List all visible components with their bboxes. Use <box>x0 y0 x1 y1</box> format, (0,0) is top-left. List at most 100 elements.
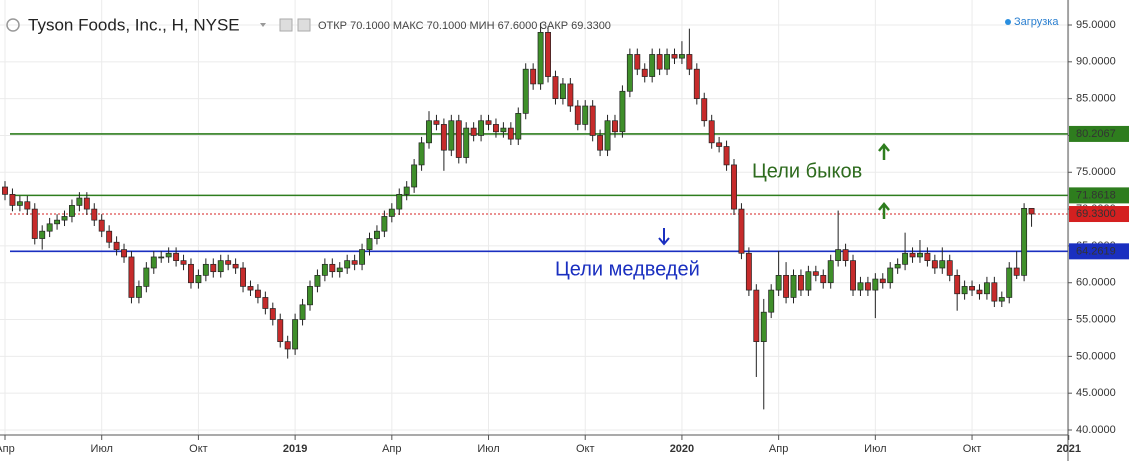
candle-body <box>426 120 432 144</box>
candle-body <box>217 260 224 273</box>
candle-body <box>440 124 447 151</box>
candle-body <box>515 113 522 140</box>
candle-body <box>31 208 38 239</box>
levels <box>10 133 1068 253</box>
candle-body <box>366 238 373 250</box>
candle-body <box>864 282 871 291</box>
candle-body <box>567 83 574 107</box>
candle-body <box>314 275 321 287</box>
y-tick-label: 40.0000 <box>1076 424 1116 436</box>
candle-body <box>54 219 61 225</box>
x-tick-label: 2021 <box>1057 443 1081 455</box>
candle-body <box>195 275 202 284</box>
candle-body <box>552 76 559 99</box>
settings-icon[interactable] <box>279 18 293 32</box>
candle-body <box>61 216 68 221</box>
candle-body <box>649 54 656 77</box>
level-tag <box>1069 187 1129 204</box>
candle-body <box>738 208 745 254</box>
dropdown[interactable] <box>260 23 266 27</box>
candle-body <box>939 260 946 269</box>
candle-body <box>507 127 514 140</box>
symbol-icon[interactable] <box>6 18 20 32</box>
level-label: 64.2619 <box>1076 245 1116 257</box>
candle-body <box>612 120 618 133</box>
candle-body <box>158 256 165 259</box>
candle-body <box>381 216 388 232</box>
candle-body <box>188 263 194 284</box>
candle-body <box>2 186 8 195</box>
down-arrow <box>658 228 670 246</box>
candle-body <box>329 263 336 273</box>
status-dot <box>1005 19 1011 25</box>
x-tick-label: Апр <box>0 443 15 455</box>
candle-body <box>121 249 127 258</box>
candle-body <box>254 289 261 298</box>
level-tag <box>1069 206 1129 223</box>
candle-body <box>537 32 544 85</box>
candle-body <box>373 230 380 239</box>
candle-body <box>678 54 685 59</box>
candle-body <box>753 289 760 342</box>
x-tick-label: Июл <box>91 443 113 455</box>
candle-body <box>448 120 455 151</box>
candle-body <box>478 120 485 136</box>
candle-body <box>225 260 232 265</box>
candle-body <box>998 297 1005 302</box>
candle-body <box>98 219 105 232</box>
x-tick-label: Окт <box>189 443 208 455</box>
candle-body <box>1013 267 1020 276</box>
candle-body <box>1028 208 1035 215</box>
y-tick-label: 60.0000 <box>1076 277 1116 289</box>
candle-body <box>872 278 879 291</box>
candle-body <box>559 83 566 99</box>
level-label: 80.2067 <box>1076 128 1116 140</box>
level-label: 69.3300 <box>1076 208 1116 220</box>
candle-body <box>1006 267 1013 298</box>
candle-body <box>820 275 827 284</box>
candle-body <box>351 260 358 265</box>
candle-body <box>946 260 953 276</box>
candle-body <box>931 260 938 269</box>
candle-body <box>545 32 551 77</box>
candle-body <box>269 308 276 320</box>
candle-body <box>500 127 507 133</box>
y-tick-label: 75.0000 <box>1076 166 1116 178</box>
x-tick-label: 2019 <box>283 443 307 455</box>
candle-body <box>954 275 961 295</box>
candle-body <box>574 105 581 125</box>
x-tick-label: Окт <box>963 443 982 455</box>
y-tick-label: 85.0000 <box>1076 93 1116 105</box>
candle-body <box>589 105 596 136</box>
candle-body <box>418 142 425 166</box>
candle-body <box>723 146 730 166</box>
candle-body <box>173 252 180 261</box>
compare-icon[interactable] <box>297 18 311 32</box>
candle-body <box>344 260 351 269</box>
candle-body <box>46 223 53 232</box>
x-tick-label: Июл <box>864 443 886 455</box>
candle-body <box>16 201 23 206</box>
y-tick-label: 55.0000 <box>1076 313 1116 325</box>
candle-body <box>894 263 901 269</box>
candle-body <box>455 120 462 158</box>
candle-body <box>165 252 172 258</box>
candle-body <box>768 289 775 313</box>
y-tick-label: 95.0000 <box>1076 19 1116 31</box>
x-tick-label: Окт <box>576 443 595 455</box>
ohlc-stats: ОТКР 70.1000 МАКС 70.1000 МИН 67.6000 ЗА… <box>318 20 611 32</box>
candle-body <box>202 263 209 276</box>
x-tick-label: Апр <box>382 443 401 455</box>
candle-body <box>321 263 328 276</box>
candle-body <box>299 304 306 320</box>
candle-body <box>262 297 269 309</box>
candle-body <box>701 98 708 122</box>
candle-body <box>850 260 856 291</box>
candle-body <box>656 54 663 70</box>
candle-body <box>128 256 135 298</box>
candle-body <box>247 286 254 291</box>
candle-body <box>24 201 31 210</box>
candle-body <box>232 263 239 269</box>
candle-body <box>522 68 529 114</box>
